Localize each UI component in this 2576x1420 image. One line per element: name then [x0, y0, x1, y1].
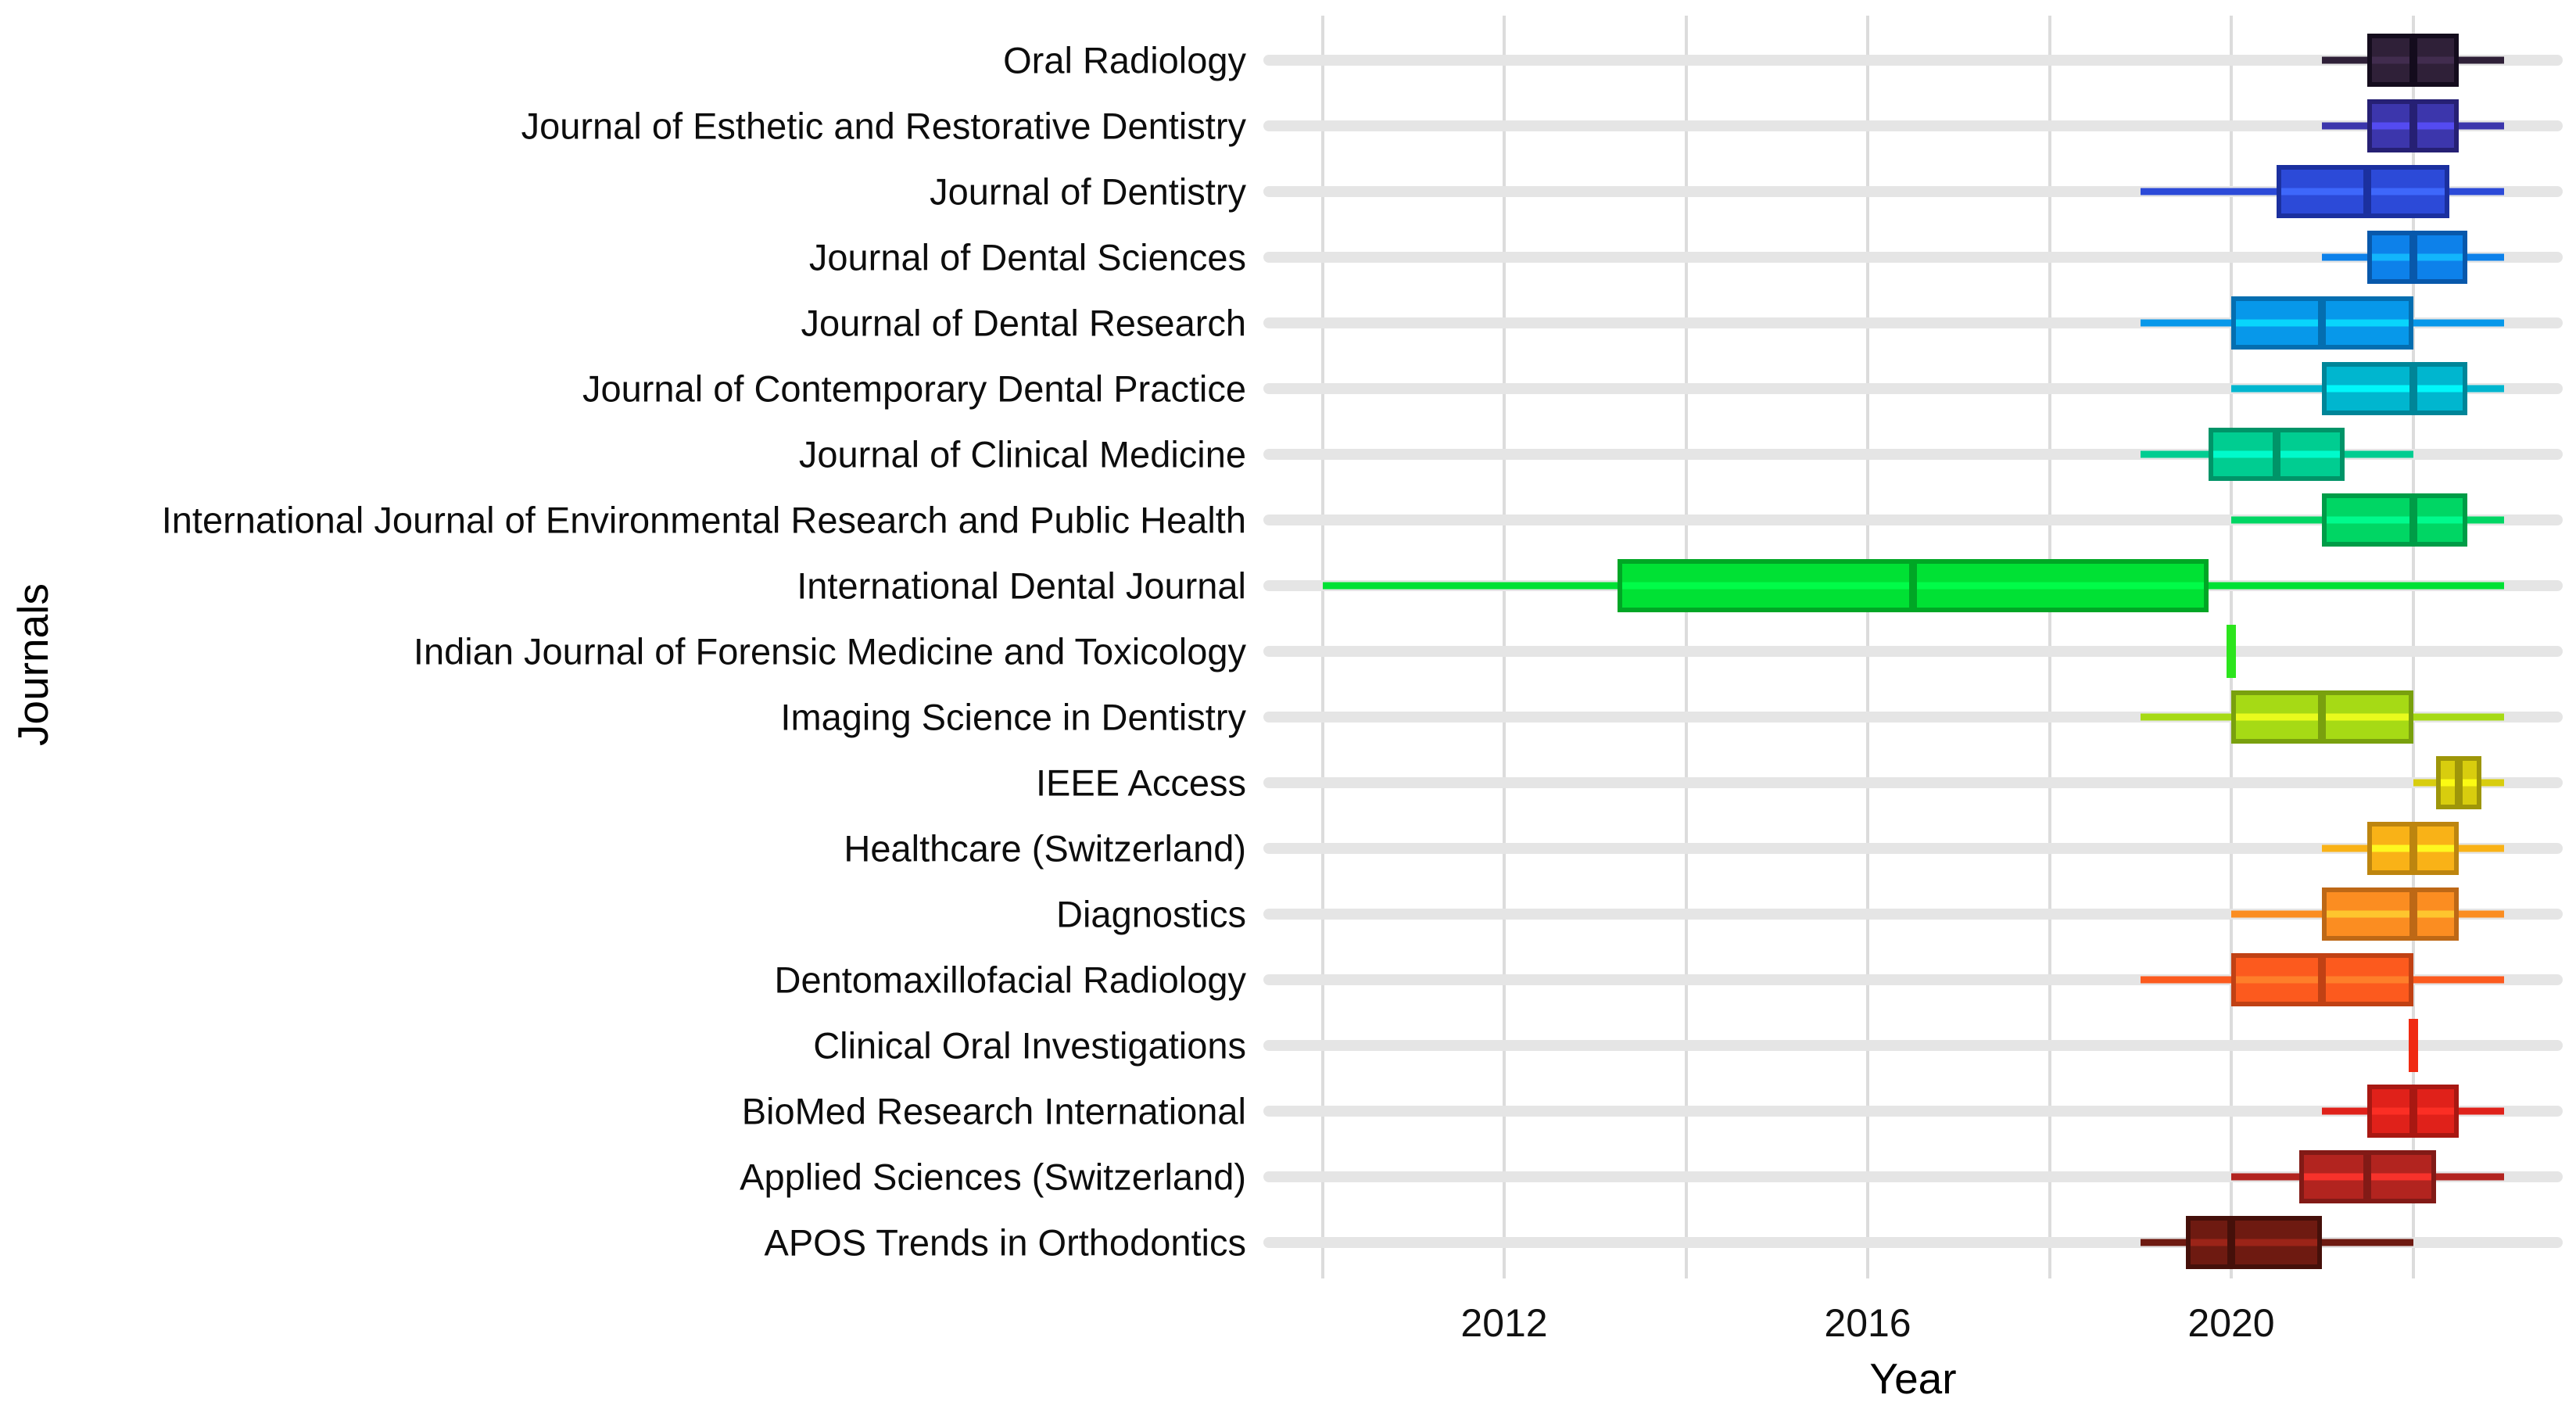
y-axis-title: Journals — [9, 583, 57, 746]
row-gridline — [1263, 252, 2563, 263]
boxplot-whisker-overlay — [2327, 910, 2454, 918]
journal-label: Journal of Dental Research — [801, 302, 1246, 344]
row-gridline — [1263, 646, 2563, 657]
boxplot-median — [2227, 1218, 2235, 1267]
journal-label: Journal of Contemporary Dental Practice — [582, 368, 1246, 410]
journal-label: Oral Radiology — [1003, 39, 1246, 81]
boxplot-median — [2409, 102, 2417, 150]
journal-label: Imaging Science in Dentistry — [780, 696, 1246, 738]
boxplot-median — [2409, 824, 2417, 873]
journal-label: Journal of Clinical Medicine — [798, 433, 1246, 475]
boxplot-whisker-overlay — [2372, 253, 2463, 261]
row-gridline — [1263, 120, 2563, 131]
journal-label: APOS Trends in Orthodontics — [764, 1221, 1246, 1264]
boxplot-median — [2409, 364, 2417, 413]
boxplot-median — [2363, 167, 2372, 216]
x-tick-label-2020: 2020 — [2187, 1301, 2275, 1345]
journal-label: Journal of Dentistry — [930, 170, 1246, 213]
boxplot-median — [2318, 299, 2327, 347]
boxplot-whisker-overlay — [2327, 385, 2463, 393]
boxplot-whisker-overlay — [2281, 188, 2445, 195]
boxplot-median — [2409, 1087, 2417, 1135]
journal-label: BioMed Research International — [741, 1090, 1246, 1132]
x-axis-title: Year — [1869, 1354, 1957, 1403]
journal-label: Dentomaxillofacial Radiology — [774, 959, 1246, 1001]
boxplot-median — [2409, 36, 2417, 84]
journal-label: Journal of Esthetic and Restorative Dent… — [521, 105, 1246, 147]
journal-label: Applied Sciences (Switzerland) — [740, 1156, 1246, 1198]
row-gridline — [1263, 777, 2563, 788]
boxplot-median — [2409, 890, 2417, 938]
x-tick-label-2016: 2016 — [1824, 1301, 1911, 1345]
boxplot-median — [2363, 1153, 2372, 1201]
row-gridline — [1263, 55, 2563, 66]
boxplot-median — [2409, 233, 2417, 281]
row-gridline — [1263, 1040, 2563, 1051]
journal-label: Indian Journal of Forensic Medicine and … — [413, 630, 1246, 672]
boxplot-median — [1909, 561, 1918, 610]
journal-label: Journal of Dental Sciences — [808, 236, 1246, 278]
row-gridline — [1263, 843, 2563, 854]
journal-label: International Journal of Environmental R… — [161, 499, 1246, 541]
boxplot-median — [2273, 430, 2281, 479]
boxplot-whisker-overlay — [2190, 1239, 2318, 1246]
boxplot-median — [2409, 496, 2417, 544]
journal-label: International Dental Journal — [797, 565, 1246, 607]
boxplot-median — [2318, 693, 2327, 741]
boxplot-single-value — [2227, 625, 2236, 678]
x-tick-label-2012: 2012 — [1460, 1301, 1548, 1345]
journal-label: Clinical Oral Investigations — [813, 1024, 1246, 1067]
journal-label: Healthcare (Switzerland) — [844, 827, 1246, 870]
boxplot-median — [2318, 956, 2327, 1004]
journal-label: IEEE Access — [1035, 762, 1246, 804]
boxplot-median — [2454, 758, 2463, 807]
journal-label: Diagnostics — [1056, 893, 1246, 935]
boxplot-whisker-overlay — [2327, 516, 2463, 524]
row-gridline — [1263, 1106, 2563, 1117]
boxplot-single-value — [2408, 1019, 2418, 1072]
